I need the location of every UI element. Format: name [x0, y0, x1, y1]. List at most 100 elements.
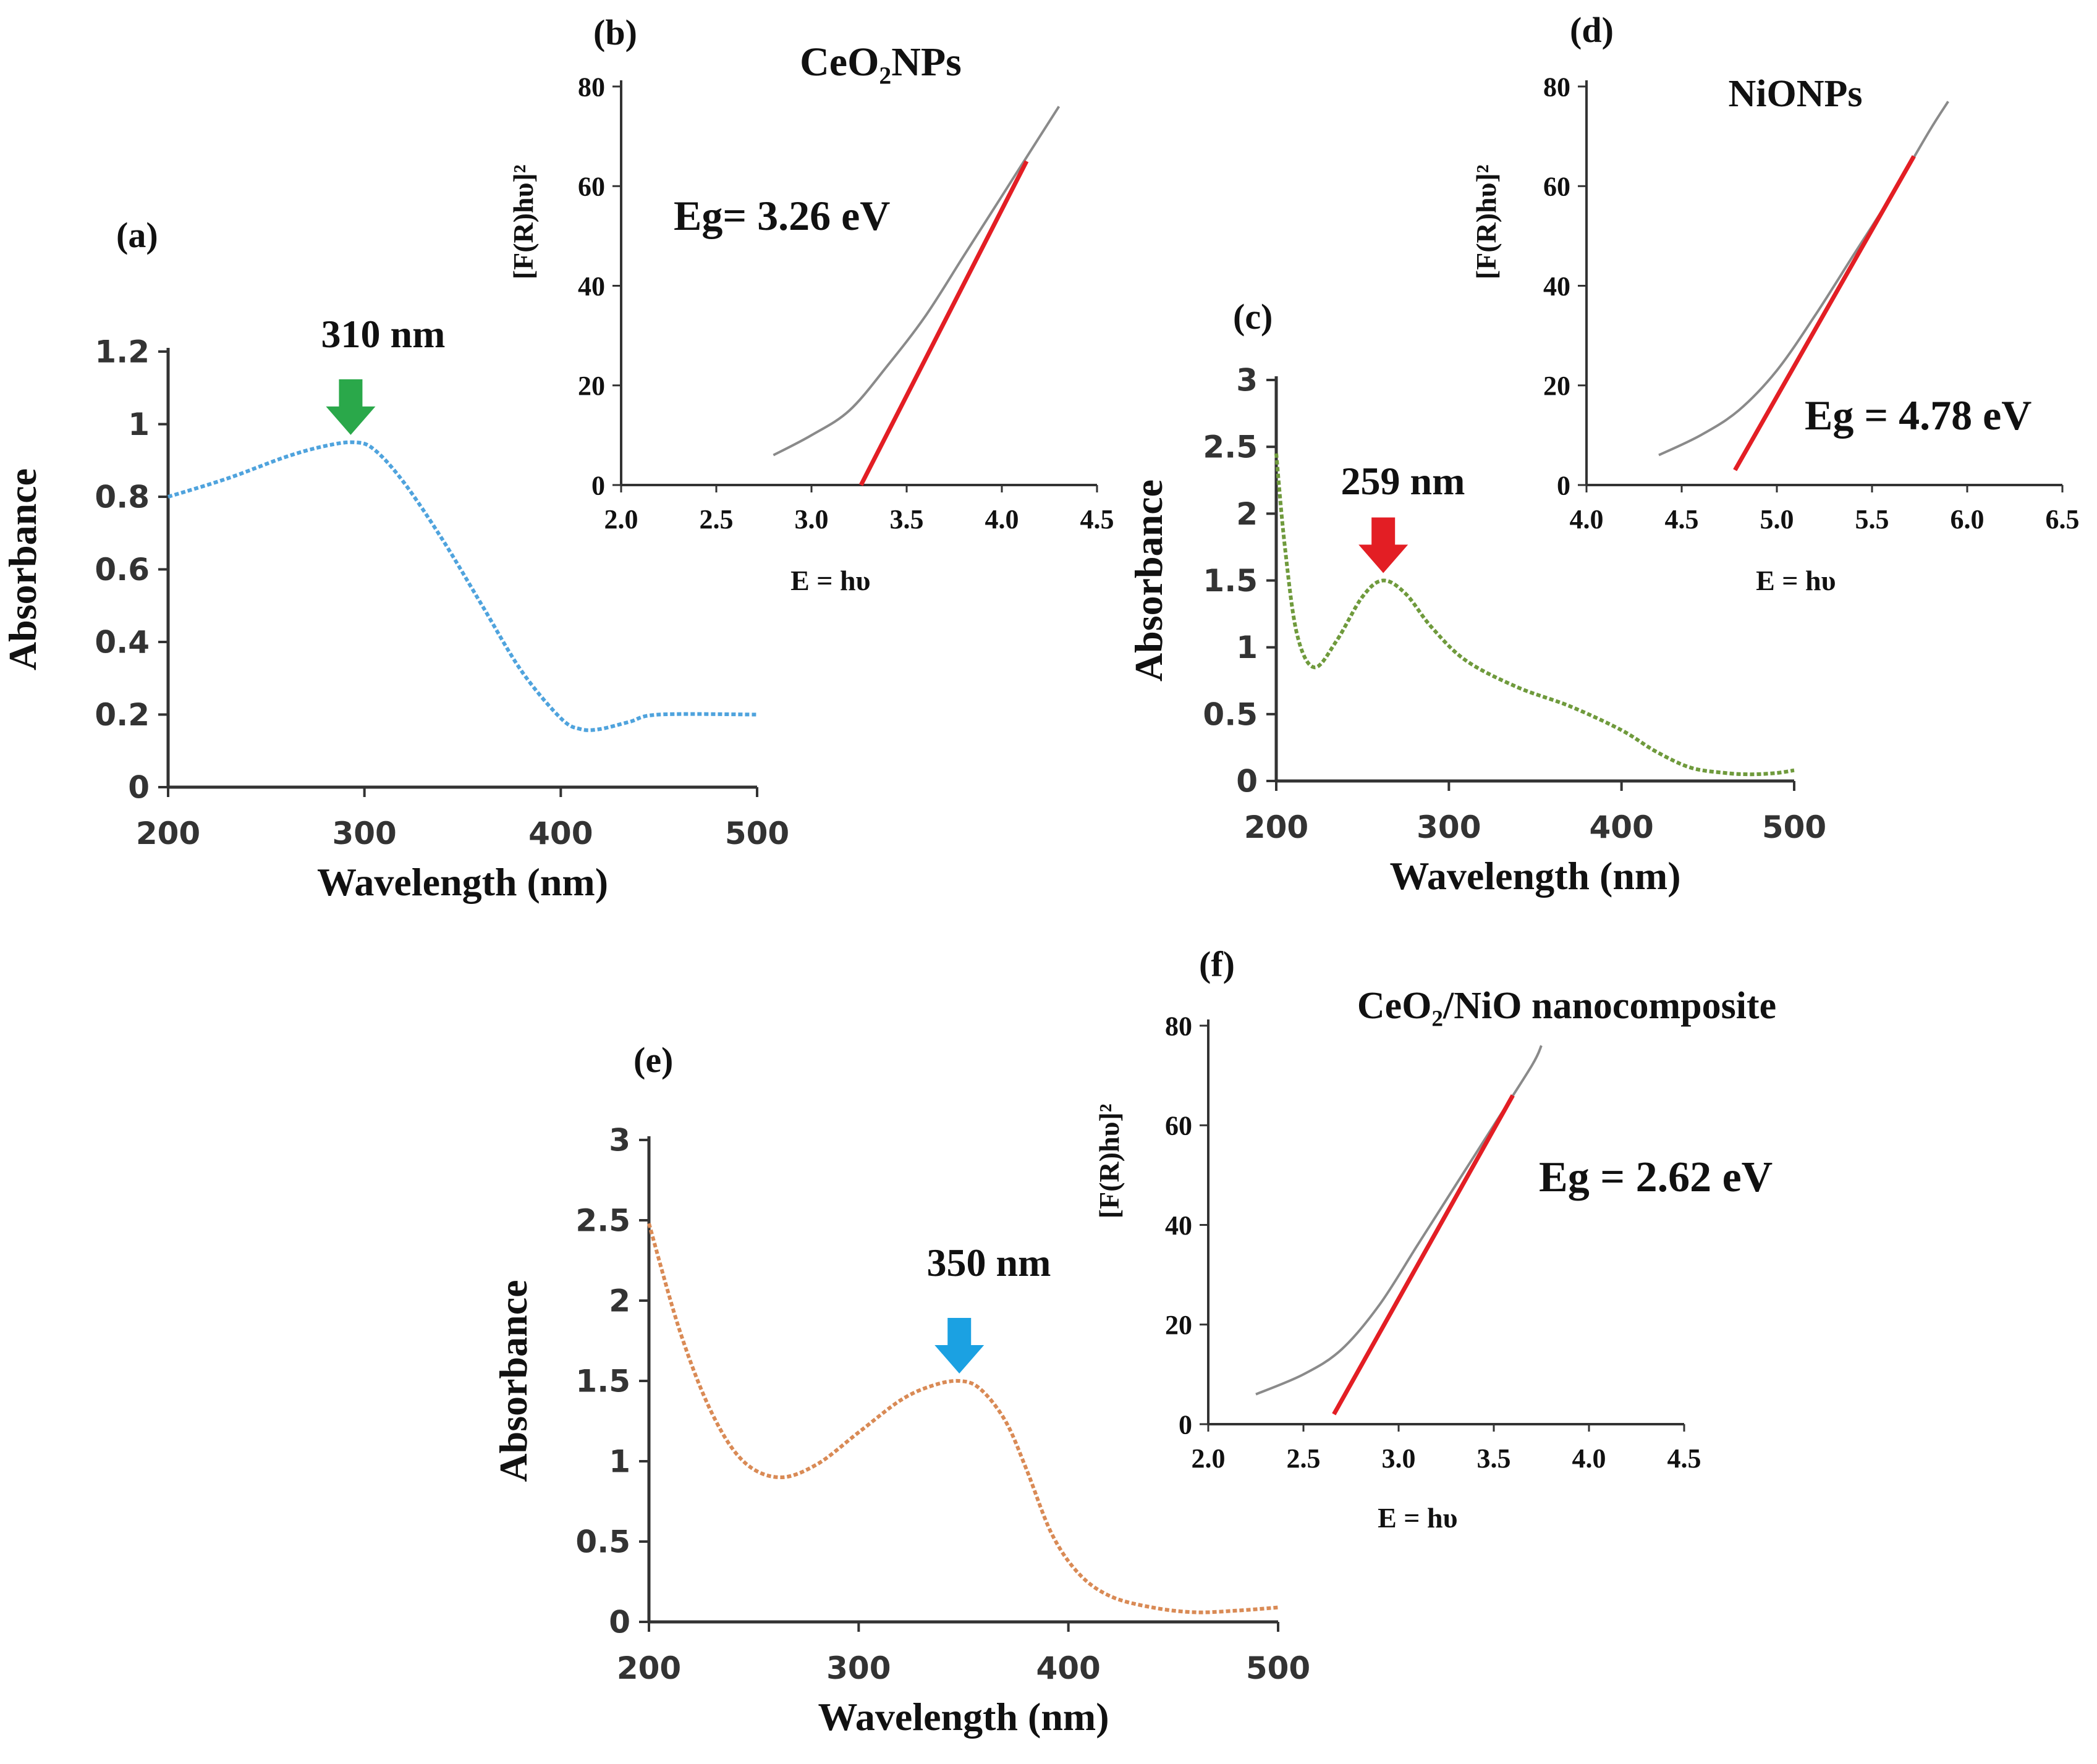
panel-label: (d): [1570, 10, 1614, 50]
panel-label: (f): [1199, 944, 1235, 984]
peak-label: 350 nm: [927, 1241, 1051, 1285]
y-axis-title: Absorbance: [491, 1280, 535, 1482]
x-tick-label: 2.0: [1192, 1443, 1226, 1474]
panel-label: (a): [116, 215, 158, 255]
y-tick-label: 80: [578, 72, 605, 102]
y-tick-label: 60: [578, 172, 605, 202]
panel-label: (e): [633, 1040, 673, 1080]
x-tick-label: 3.0: [795, 504, 829, 534]
x-tick-label: 300: [826, 1650, 891, 1686]
x-tick-label: 500: [1246, 1650, 1310, 1686]
x-axis-title: E = hυ: [790, 565, 870, 596]
linear-fit-line: [858, 160, 1029, 486]
x-tick-label: 2.5: [1287, 1443, 1321, 1474]
x-axis-title: Wavelength (nm): [818, 1695, 1109, 1739]
x-tick-label: 6.0: [1951, 504, 1985, 534]
y-tick-label: 3: [1236, 363, 1258, 399]
y-tick-label: 0: [609, 1605, 630, 1640]
y-tick-label: 0: [1557, 470, 1570, 500]
x-tick-label: 300: [332, 816, 396, 851]
x-tick-label: 3.0: [1382, 1443, 1416, 1474]
y-tick-label: 0: [591, 470, 605, 500]
y-tick-label: 40: [1543, 271, 1570, 302]
linear-fit-line: [1332, 1094, 1515, 1416]
y-tick-label: 0: [1179, 1409, 1192, 1440]
y-tick-label: 0.8: [95, 479, 150, 515]
chart-title: CeO₂/NiO nanocomposite: [1357, 985, 1776, 1027]
y-tick-label: 0.5: [1203, 696, 1258, 732]
y-tick-label: 0: [1236, 764, 1258, 800]
x-tick-label: 500: [1762, 809, 1826, 845]
x-tick-label: 4.5: [1667, 1443, 1701, 1474]
y-axis-title: Absorbance: [1127, 479, 1171, 682]
x-tick-label: 200: [1244, 809, 1308, 845]
x-tick-label: 4.0: [1572, 1443, 1606, 1474]
x-tick-label: 5.0: [1760, 504, 1794, 534]
x-tick-label: 3.5: [1477, 1443, 1511, 1474]
y-tick-label: 40: [1165, 1210, 1192, 1241]
y-tick-label: 60: [1165, 1111, 1192, 1141]
x-tick-label: 5.5: [1855, 504, 1889, 534]
chart-panel-f: 0 20 40 60 80 2.0 2.5 3.0 3.5 4.0 4.5 E = hυ [F(R)hυ…: [1093, 944, 1776, 1534]
x-tick-label: 3.5: [890, 504, 924, 534]
chart-panel-d: 0 20 40 60 80 4.0 4.5 5.0 5.5 6.0 6.5 E = hυ [F(R)hυ…: [1470, 10, 2080, 596]
y-tick-label: 60: [1543, 172, 1570, 202]
y-tick-label: 2.5: [575, 1203, 630, 1239]
y-tick-label: 20: [1165, 1310, 1192, 1340]
y-tick-label: 2.5: [1203, 429, 1258, 465]
peak-arrow-icon: [326, 379, 376, 435]
chart-panel-b: 0 20 40 60 80 2.0 2.5 3.0 3.5 4.0 4.5 E = hυ [F(R)hυ…: [507, 12, 1114, 596]
y-axis-title: [F(R)hυ]²: [507, 164, 539, 279]
y-tick-label: 0.2: [95, 697, 150, 733]
y-tick-label: 80: [1165, 1011, 1192, 1041]
tauc-curve: [1255, 1045, 1543, 1396]
y-tick-label: 20: [578, 371, 605, 401]
peak-arrow-icon: [934, 1318, 985, 1374]
x-tick-label: 2.5: [700, 504, 734, 534]
y-tick-label: 0.5: [575, 1524, 630, 1560]
y-tick-label: 0.4: [95, 625, 150, 660]
y-axis-title: Absorbance: [1, 468, 44, 670]
x-tick-label: 4.5: [1080, 504, 1114, 534]
x-tick-label: 4.0: [1570, 504, 1604, 534]
panel-label: (c): [1233, 297, 1273, 337]
peak-label: 310 nm: [321, 312, 446, 356]
band-gap-annotation: Eg = 4.78 eV: [1805, 392, 2031, 439]
tauc-curve: [773, 106, 1061, 457]
panel-label: (b): [593, 12, 637, 53]
y-tick-label: 20: [1543, 371, 1570, 401]
series-line-e: [647, 1223, 1279, 1614]
x-tick-label: 200: [617, 1650, 681, 1686]
y-tick-label: 1.5: [1203, 563, 1258, 599]
peak-arrow-icon: [1358, 517, 1409, 573]
x-tick-label: 200: [136, 816, 200, 851]
x-tick-label: 400: [1036, 1650, 1100, 1686]
series-line-c: [1274, 453, 1795, 777]
y-tick-label: 80: [1543, 72, 1570, 102]
x-axis-title: Wavelength (nm): [317, 860, 608, 904]
x-tick-label: 400: [1589, 809, 1653, 845]
peak-label: 259 nm: [1341, 459, 1465, 503]
y-tick-label: 2: [609, 1283, 630, 1319]
y-tick-label: 1: [1236, 630, 1258, 665]
x-axis-title: Wavelength (nm): [1389, 854, 1680, 898]
y-axis-title: [F(R)hυ]²: [1470, 164, 1502, 279]
x-tick-label: 2.0: [604, 504, 638, 534]
y-axis-title: [F(R)hυ]²: [1093, 1104, 1125, 1218]
x-tick-label: 6.5: [2046, 504, 2080, 534]
band-gap-annotation: Eg = 2.62 eV: [1539, 1154, 1773, 1201]
x-tick-label: 400: [528, 816, 593, 851]
x-tick-label: 4.0: [985, 504, 1019, 534]
y-tick-label: 0: [128, 770, 150, 806]
linear-fit-line: [1733, 155, 1916, 471]
y-tick-label: 40: [578, 271, 605, 302]
x-axis-title: E = hυ: [1378, 1502, 1457, 1534]
band-gap-annotation: Eg= 3.26 eV: [674, 192, 890, 239]
y-tick-label: 2: [1236, 496, 1258, 532]
y-tick-label: 1: [609, 1444, 630, 1480]
chart-title: CeO₂NPs: [800, 40, 962, 85]
y-tick-label: 0.6: [95, 552, 150, 588]
